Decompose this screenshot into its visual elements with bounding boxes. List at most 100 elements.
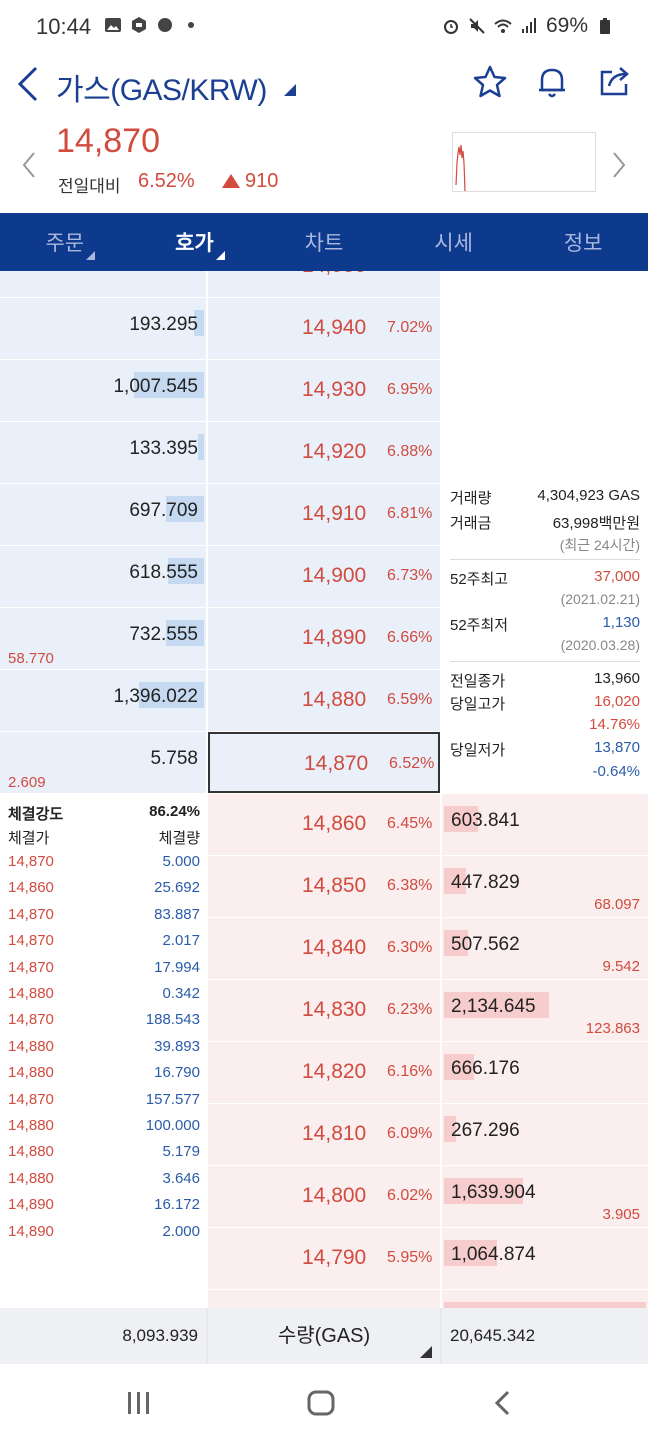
- bid-row[interactable]: 14,840 6.30% 507.562 9.542: [0, 918, 648, 980]
- order-price: 14,910: [302, 502, 367, 525]
- back-icon[interactable]: [488, 1388, 518, 1418]
- home-icon[interactable]: [306, 1388, 336, 1418]
- order-price-pct: 7.02%: [387, 319, 433, 336]
- ask-qty-cell[interactable]: 193.295: [0, 298, 206, 359]
- trade-price: 14,880: [8, 1117, 54, 1134]
- bid-qty-cell[interactable]: 666.176: [442, 1042, 648, 1103]
- price-summary: 14,870 전일대비 6.52% 910: [0, 118, 648, 213]
- price-cell[interactable]: 14,930 6.95%: [208, 360, 440, 421]
- trade-price: 14,880: [8, 985, 54, 1002]
- recent-apps-icon[interactable]: [124, 1388, 154, 1418]
- bid-row[interactable]: 14,860 6.45% 603.841: [0, 794, 648, 856]
- page-title[interactable]: 가스(GAS/KRW): [56, 74, 267, 107]
- order-price-pct: 6.88%: [387, 443, 433, 460]
- bid-qty-cell[interactable]: 507.562 9.542: [442, 918, 648, 979]
- price-cell[interactable]: 14,860 6.45%: [208, 794, 440, 855]
- trade-row: 14,890 2.000: [8, 1223, 200, 1249]
- bid-row[interactable]: 14,810 6.09% 267.296: [0, 1104, 648, 1166]
- bid-qty-cell[interactable]: 603.841: [442, 794, 648, 855]
- trade-row: 14,880 16.790: [8, 1064, 200, 1090]
- price-cell[interactable]: 14,880 6.59%: [208, 670, 440, 731]
- unit-selector[interactable]: 수량(GAS): [208, 1308, 440, 1364]
- orderbook: 14,950 7.09% 193.295 14,940 7.02% 1,007.545 14…: [0, 271, 648, 1308]
- ask-qty-cell[interactable]: 618.555: [0, 546, 206, 607]
- chevron-left-icon[interactable]: [18, 150, 40, 180]
- price-cell[interactable]: 14,910 6.81%: [208, 484, 440, 545]
- trade-volume: 3.646: [162, 1169, 200, 1187]
- price-cell[interactable]: 14,820 6.16%: [208, 1042, 440, 1103]
- price-cell[interactable]: 14,840 6.30%: [208, 918, 440, 979]
- dropdown-caret-icon[interactable]: [284, 84, 296, 96]
- price-cell[interactable]: 14,870 6.52%: [208, 732, 440, 793]
- trade-row: 14,870 157.577: [8, 1091, 200, 1117]
- price-cell[interactable]: 14,800 6.02%: [208, 1166, 440, 1227]
- share-icon[interactable]: [594, 62, 634, 102]
- price-cell[interactable]: 14,790 5.95%: [208, 1228, 440, 1289]
- price-cell[interactable]: 14,900 6.73%: [208, 546, 440, 607]
- ask-qty-cell[interactable]: 1,007.545: [0, 360, 206, 421]
- tab-market[interactable]: 시세: [434, 232, 473, 255]
- price-cell[interactable]: 14,940 7.02%: [208, 298, 440, 359]
- bid-qty-cell[interactable]: 4,148.632: [442, 1290, 648, 1308]
- mini-price-chart[interactable]: [452, 132, 596, 192]
- ask-row[interactable]: 1,007.545 14,930 6.95%: [0, 360, 648, 422]
- bid-qty-cell[interactable]: 1,064.874: [442, 1228, 648, 1289]
- ask-qty-cell[interactable]: 732.555 58.770: [0, 608, 206, 669]
- bid-row[interactable]: 14,820 6.16% 666.176: [0, 1042, 648, 1104]
- price-cell[interactable]: 14,830 6.23%: [208, 980, 440, 1041]
- dropdown-caret-icon[interactable]: [420, 1346, 432, 1358]
- price-cell[interactable]: 14,890 6.66%: [208, 608, 440, 669]
- price-cell[interactable]: 14,810 6.09%: [208, 1104, 440, 1165]
- bid-qty-cell[interactable]: 1,639.904 3.905: [442, 1166, 648, 1227]
- order-price: 14,790: [302, 1246, 367, 1269]
- bid-row[interactable]: 14,7805.88% 4,148.632: [0, 1290, 648, 1308]
- ask-qty-cell[interactable]: 1,396.022: [0, 670, 206, 731]
- bid-qty-cell[interactable]: 267.296: [442, 1104, 648, 1165]
- bid-row[interactable]: 14,800 6.02% 1,639.904 3.905: [0, 1166, 648, 1228]
- strength-value: 86.24%: [149, 803, 200, 820]
- ask-row[interactable]: 193.295 14,940 7.02%: [0, 298, 648, 360]
- day-high-value: 16,020: [594, 693, 640, 710]
- gallery-icon: [105, 18, 121, 32]
- price-cell[interactable]: 14,950 7.09%: [208, 271, 440, 297]
- price-cell[interactable]: 14,850 6.38%: [208, 856, 440, 917]
- bid-row[interactable]: 14,790 5.95% 1,064.874: [0, 1228, 648, 1290]
- ask-row[interactable]: 618.555 14,900 6.73%: [0, 546, 648, 608]
- bid-qty-cell[interactable]: 447.829 68.097: [442, 856, 648, 917]
- trade-area-cell: [0, 1290, 206, 1308]
- back-arrow-icon[interactable]: [12, 62, 48, 106]
- tab-chart[interactable]: 차트: [304, 232, 344, 255]
- ask-qty-cell[interactable]: 5.758 2.609: [0, 732, 206, 793]
- app-header: 가스(GAS/KRW): [0, 56, 648, 118]
- tab-order[interactable]: 주문: [0, 213, 130, 271]
- bid-row[interactable]: 14,830 6.23% 2,134.645 123.863: [0, 980, 648, 1042]
- volume-label: 거래량: [450, 490, 492, 507]
- price-cell[interactable]: 14,920 6.88%: [208, 422, 440, 483]
- ask-qty-cell[interactable]: 697.709: [0, 484, 206, 545]
- ask-row[interactable]: 14,950 7.09%: [0, 271, 648, 298]
- bell-icon[interactable]: [532, 62, 572, 102]
- order-price-pct: 6.02%: [387, 1187, 433, 1204]
- orderbook-totals: 8,093.939 수량(GAS) 20,645.342: [0, 1308, 648, 1364]
- chevron-right-icon[interactable]: [608, 150, 630, 180]
- bid-row[interactable]: 14,850 6.38% 447.829 68.097: [0, 856, 648, 918]
- ask-row[interactable]: 732.555 58.770 14,890 6.66%: [0, 608, 648, 670]
- ask-row[interactable]: 1,396.022 14,880 6.59%: [0, 670, 648, 732]
- tab-orderbook[interactable]: 호가: [130, 213, 260, 271]
- ask-qty-cell[interactable]: 133.395: [0, 422, 206, 483]
- divider: [450, 661, 640, 662]
- trade-row: 14,880 0.342: [8, 985, 200, 1011]
- ask-row[interactable]: 697.709 14,910 6.81%: [0, 484, 648, 546]
- info-area-cell: [442, 670, 648, 731]
- trade-row: 14,880 5.179: [8, 1143, 200, 1169]
- divider: [450, 559, 640, 560]
- star-icon[interactable]: [470, 62, 510, 102]
- ask-qty-cell[interactable]: [0, 271, 206, 297]
- tab-info[interactable]: 정보: [563, 232, 603, 255]
- bid-qty-cell[interactable]: 2,134.645 123.863: [442, 980, 648, 1041]
- ask-row[interactable]: 5.758 2.609 14,870 6.52%: [0, 732, 648, 794]
- price-cell[interactable]: 14,7805.88%: [208, 1290, 440, 1308]
- ask-row[interactable]: 133.395 14,920 6.88%: [0, 422, 648, 484]
- bid-depth-bar: [444, 1302, 646, 1308]
- bid-depth-bar: [444, 1054, 474, 1080]
